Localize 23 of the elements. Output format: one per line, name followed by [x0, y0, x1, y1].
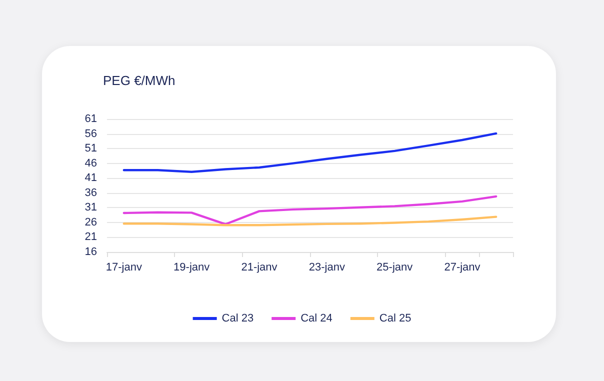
y-tick-label: 56	[84, 128, 97, 140]
y-tick-label: 51	[84, 142, 97, 155]
y-tick-label: 31	[84, 202, 97, 214]
x-tick-label: 19-janv	[174, 262, 210, 274]
y-tick-label: 36	[84, 186, 97, 199]
x-tick-label: 27-janv	[444, 262, 481, 274]
x-tick-label: 17-janv	[106, 262, 142, 274]
x-tick-label: 25-janv	[376, 262, 414, 274]
y-tick-label: 46	[84, 157, 97, 170]
y-tick-label: 21	[84, 231, 97, 244]
chart-title: PEG €/MWh	[103, 73, 176, 88]
legend-label: Cal 23	[222, 312, 254, 324]
x-tick-label: 21-janv	[241, 262, 278, 274]
legend-label: Cal 25	[379, 312, 412, 324]
y-tick-label: 41	[84, 172, 97, 184]
legend-label: Cal 24	[300, 312, 332, 324]
line-series	[122, 195, 498, 226]
y-tick-label: 26	[84, 216, 97, 228]
y-tick-label: 16	[84, 246, 97, 258]
line-series	[122, 132, 498, 174]
line-series	[122, 216, 498, 226]
y-tick-label: 61	[84, 113, 97, 125]
x-tick-label: 23-janv	[308, 262, 346, 274]
